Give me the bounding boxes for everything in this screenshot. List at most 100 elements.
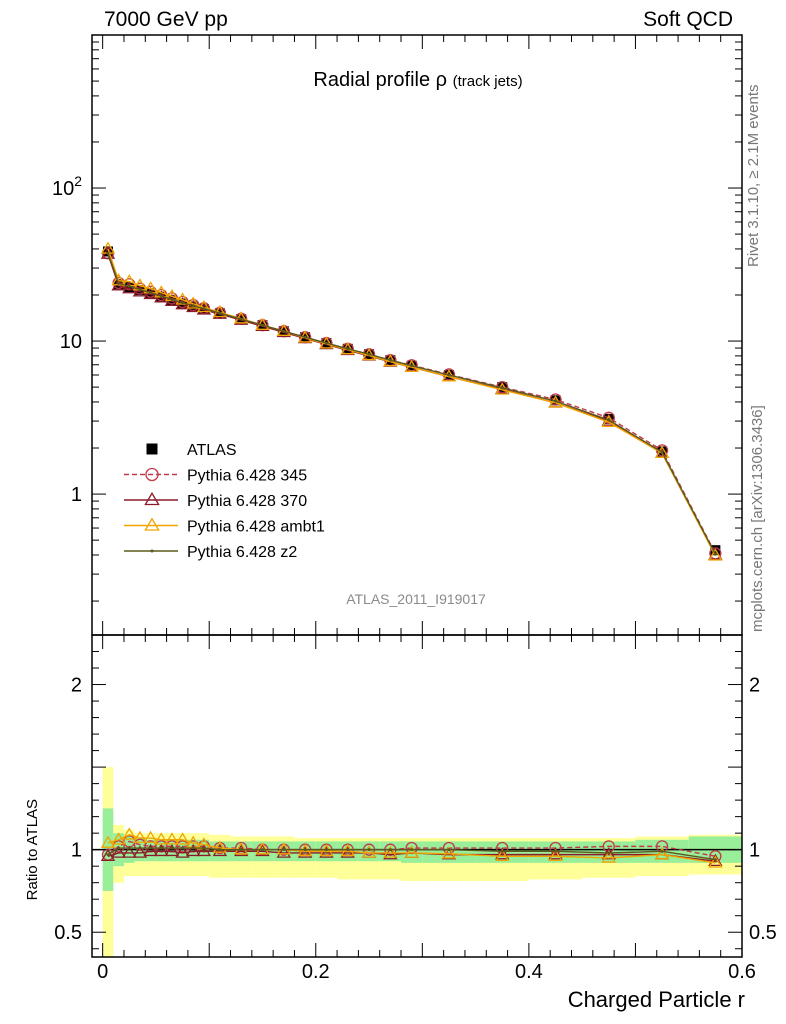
- data-point: [202, 846, 206, 850]
- data-point: [106, 853, 110, 857]
- data-point: [191, 846, 195, 850]
- data-point: [181, 301, 185, 305]
- data-point: [186, 843, 201, 857]
- data-point: [709, 850, 722, 863]
- data-point: [239, 317, 243, 321]
- x-tick-label: 0.6: [728, 961, 756, 983]
- legend-label-4: Pythia 6.428 z2: [187, 544, 297, 561]
- data-point: [186, 296, 201, 309]
- y-tick-label: 102: [52, 173, 82, 200]
- x-tick-label: 0.4: [515, 961, 543, 983]
- ratio-y-tick-label-right: 1: [749, 840, 760, 862]
- data-point: [164, 832, 180, 845]
- data-point: [102, 246, 113, 257]
- ratio-bands-layer: [92, 767, 742, 957]
- ratio-band-stat: [401, 841, 423, 863]
- data-point: [255, 842, 270, 855]
- data-point: [554, 399, 558, 403]
- data-point: [239, 848, 243, 852]
- data-point: [100, 848, 116, 862]
- data-point: [708, 855, 723, 868]
- text-layer: 0 0.2 0.4 0.6 Charged Particle r 1 10 102 0.5 0.5…: [24, 69, 777, 1012]
- data-point: [149, 846, 153, 850]
- data-point: [708, 853, 723, 867]
- data-point: [260, 848, 264, 852]
- data-point: [202, 307, 206, 311]
- legend-marker-0: [146, 443, 158, 455]
- data-point: [164, 843, 180, 857]
- legend-marker-3: [144, 517, 160, 531]
- data-point: [117, 281, 121, 285]
- data-point: [191, 304, 195, 308]
- data-point: [500, 386, 504, 390]
- data-point: [196, 299, 212, 313]
- data-point: [175, 845, 190, 858]
- y-tick-label: 1: [71, 484, 82, 506]
- data-point: [495, 848, 510, 862]
- data-point: [303, 848, 307, 852]
- ratio-y-axis-label: Ratio to ATLAS: [24, 799, 41, 900]
- legend-label-1: Pythia 6.428 345: [187, 468, 307, 485]
- data-point: [122, 827, 137, 840]
- data-point: [713, 858, 717, 862]
- data-point: [442, 368, 456, 381]
- data-point: [276, 845, 291, 858]
- data-point: [212, 304, 228, 318]
- data-point: [282, 329, 286, 333]
- data-point: [181, 846, 185, 850]
- data-point: [367, 848, 371, 852]
- ratio-band-stat: [145, 839, 156, 862]
- data-point: [607, 851, 611, 855]
- x-tick-label: 0: [97, 961, 108, 983]
- data-point: [607, 418, 611, 422]
- y-tick-label: 10: [60, 331, 82, 353]
- data-point: [410, 364, 414, 368]
- ratio-lines-layer: [100, 827, 723, 868]
- series-line-1: [107, 850, 716, 862]
- data-point: [654, 847, 670, 860]
- ratio-band-stat: [177, 839, 188, 862]
- data-point: [132, 830, 148, 843]
- ratio-y-tick-label-right: 2: [749, 675, 760, 697]
- data-point: [276, 842, 291, 855]
- data-point: [149, 291, 153, 295]
- data-point: [159, 294, 163, 298]
- data-point: [143, 830, 158, 843]
- data-point: [447, 373, 451, 377]
- data-point: [410, 848, 414, 852]
- legend-marker-1: [145, 467, 159, 482]
- data-point: [282, 848, 286, 852]
- data-point: [708, 548, 723, 561]
- data-point: [260, 323, 264, 327]
- data-point: [549, 841, 562, 855]
- chart-title: Radial profile ρ (track jets): [313, 69, 522, 91]
- ratio-band-stat: [187, 839, 199, 862]
- data-point: [388, 358, 392, 362]
- data-point: [127, 846, 131, 850]
- data-point: [196, 843, 212, 857]
- data-point: [303, 335, 307, 339]
- data-point: [106, 251, 110, 255]
- data-point: [111, 832, 126, 845]
- x-tick-label: 0.2: [302, 961, 330, 983]
- data-point: [170, 846, 174, 850]
- data-point: [495, 847, 510, 860]
- data-point: [548, 848, 563, 862]
- data-point: [713, 552, 717, 556]
- series-line-4: [107, 252, 716, 555]
- x-axis-label: Charged Particle r: [568, 987, 745, 1012]
- data-point: [218, 311, 222, 315]
- data-point: [170, 297, 174, 301]
- ratio-band-stat: [155, 839, 167, 862]
- legend-label-0: ATLAS: [187, 442, 237, 459]
- data-point: [154, 832, 169, 845]
- series-line-3: [107, 847, 716, 861]
- legend-marker-4: [150, 549, 154, 553]
- axes-layer: [91, 34, 743, 958]
- data-point: [447, 848, 451, 852]
- data-point: [143, 843, 158, 857]
- data-point: [324, 341, 328, 345]
- data-point: [117, 846, 121, 850]
- data-point: [601, 850, 616, 863]
